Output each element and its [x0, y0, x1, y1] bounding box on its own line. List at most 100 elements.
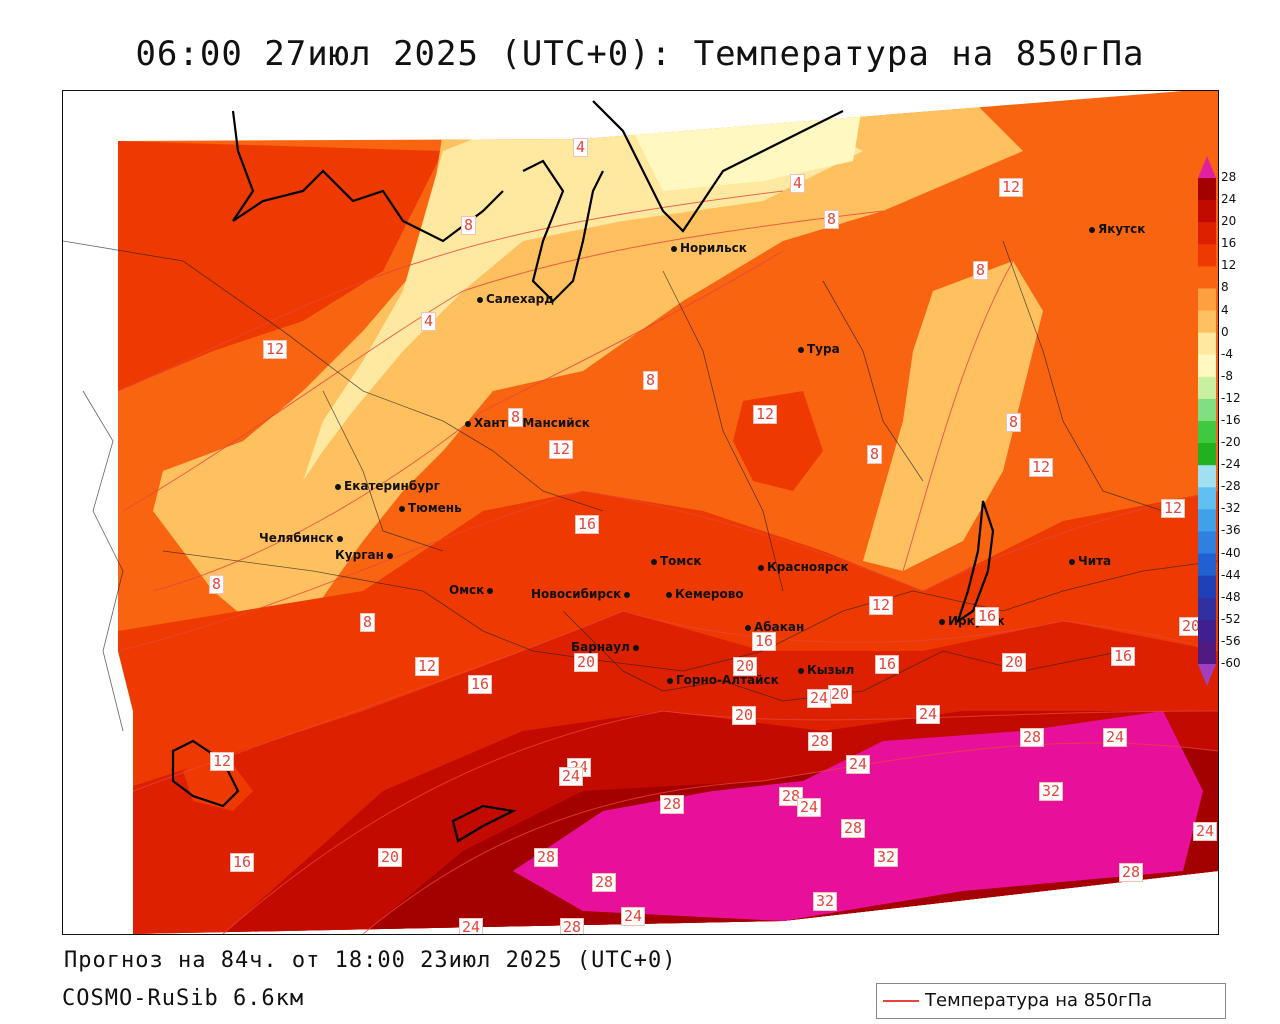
contour-label: 16 — [975, 607, 1000, 626]
colorbar-segment — [1198, 597, 1216, 621]
contour-label: 4 — [790, 174, 806, 193]
city-tomsk: Томск — [651, 554, 702, 568]
city-kemerovo: Кемерово — [666, 587, 744, 601]
contour-label: 12 — [1029, 458, 1054, 477]
contour-label: 16 — [1111, 647, 1136, 666]
colorbar-tick-label: 4 — [1221, 302, 1229, 317]
colorbar-tick-label: -24 — [1221, 457, 1241, 472]
map[interactable]: Норильск Якутск Салехард Тура Ханты-Манс… — [62, 90, 1219, 935]
contour-label: 8 — [1006, 413, 1022, 432]
contour-label: 24 — [559, 767, 584, 786]
contour-label: 8 — [973, 261, 989, 280]
city-tyumen: Тюмень — [399, 501, 462, 515]
forecast-info: Прогноз на 84ч. от 18:00 23июл 2025 (UTC… — [64, 948, 677, 973]
colorbar-segment — [1198, 376, 1216, 400]
colorbar-segment — [1198, 487, 1216, 510]
colorbar-segment — [1198, 443, 1216, 466]
city-yekaterinburg: Екатеринбург — [335, 479, 440, 493]
colorbar-segment — [1198, 266, 1216, 289]
colorbar-tick-label: -20 — [1221, 435, 1241, 450]
contour-label: 28 — [1119, 863, 1144, 882]
colorbar-segment — [1198, 553, 1216, 577]
contour-label: 12 — [999, 178, 1024, 197]
contour-label: 8 — [360, 613, 376, 632]
legend: Температура на 850гПа — [876, 983, 1226, 1019]
colorbar-tick-label: 8 — [1221, 280, 1229, 295]
contour-label: 12 — [549, 440, 574, 459]
colorbar-tick-label: -8 — [1221, 368, 1233, 383]
contour-label: 16 — [752, 632, 777, 651]
contour-label: 20 — [828, 685, 853, 704]
contour-label: 28 — [592, 873, 617, 892]
colorbar-segment — [1198, 531, 1216, 555]
city-chelyabinsk: Челябинск — [259, 531, 346, 545]
colorbar-tick-label: 28 — [1221, 170, 1237, 184]
city-gorno-altaysk: Горно-Алтайск — [667, 673, 779, 687]
contour-label: 12 — [753, 405, 778, 424]
colorbar-segment — [1198, 310, 1216, 334]
colorbar-tick-label: 12 — [1221, 258, 1237, 273]
city-omsk: Омск — [449, 583, 496, 597]
contour-label: 4 — [421, 312, 437, 331]
contour-label: 20 — [733, 657, 758, 676]
colorbar-tick-label: -40 — [1221, 545, 1241, 560]
city-norilsk: Норильск — [671, 241, 747, 255]
contour-label: 24 — [807, 689, 832, 708]
contour-label: 16 — [575, 515, 600, 534]
contour-label: 12 — [263, 340, 288, 359]
contour-label: 24 — [916, 705, 941, 724]
colorbar-tick-label: -52 — [1221, 611, 1241, 626]
colorbar-tick-label: -48 — [1221, 589, 1241, 604]
colorbar-segment — [1198, 465, 1216, 488]
legend-line-swatch — [883, 1000, 919, 1002]
city-salekhard: Салехард — [477, 292, 554, 306]
legend-label: Температура на 850гПа — [925, 990, 1153, 1011]
contour-label: 32 — [1039, 782, 1064, 801]
contour-label: 4 — [573, 138, 589, 157]
contour-label: 8 — [867, 445, 883, 464]
contour-label: 16 — [230, 853, 255, 872]
city-kurgan: Курган — [335, 548, 396, 562]
colorbar-segment — [1198, 398, 1216, 422]
colorbar-segment — [1198, 332, 1216, 356]
contour-label: 32 — [874, 848, 899, 867]
contour-label: 8 — [824, 210, 840, 229]
colorbar-tick-label: -36 — [1221, 523, 1241, 538]
contour-label: 20 — [732, 706, 757, 725]
contour-label: 28 — [560, 918, 585, 934]
contour-label: 28 — [808, 732, 833, 751]
colorbar-segment — [1198, 619, 1216, 643]
city-krasnoyarsk: Красноярск — [758, 560, 849, 574]
colorbar-segment — [1198, 288, 1216, 312]
contour-label: 24 — [1193, 822, 1218, 841]
contour-label: 12 — [869, 596, 894, 615]
contour-label: 8 — [461, 216, 477, 235]
contour-label: 12 — [1161, 499, 1186, 518]
colorbar-tick-label: 20 — [1221, 214, 1237, 229]
city-tura: Тура — [798, 342, 840, 356]
colorbar-segment — [1198, 509, 1216, 532]
colorbar-tick-label: -12 — [1221, 390, 1241, 405]
temperature-map — [63, 91, 1218, 934]
contour-label: 24 — [1103, 728, 1128, 747]
contour-label: 28 — [1020, 728, 1045, 747]
colorbar-segment — [1198, 354, 1216, 378]
contour-label: 20 — [574, 653, 599, 672]
colorbar-segment — [1198, 222, 1216, 245]
colorbar-segment — [1198, 575, 1216, 599]
colorbar — [1198, 156, 1216, 686]
contour-label: 8 — [209, 575, 225, 594]
contour-label: 12 — [415, 657, 440, 676]
contour-label: 28 — [534, 848, 559, 867]
contour-label: 32 — [813, 892, 838, 911]
colorbar-tick-label: -4 — [1221, 346, 1233, 361]
colorbar-tick-label: 24 — [1221, 192, 1237, 207]
city-yakutsk: Якутск — [1089, 222, 1145, 236]
contour-label: 28 — [841, 819, 866, 838]
colorbar-tick-label: -32 — [1221, 501, 1241, 516]
contour-label: 16 — [468, 675, 493, 694]
contour-label: 20 — [378, 848, 403, 867]
contour-label: 28 — [660, 795, 685, 814]
colorbar-tick-label: -16 — [1221, 413, 1241, 427]
contour-label: 20 — [1002, 653, 1027, 672]
